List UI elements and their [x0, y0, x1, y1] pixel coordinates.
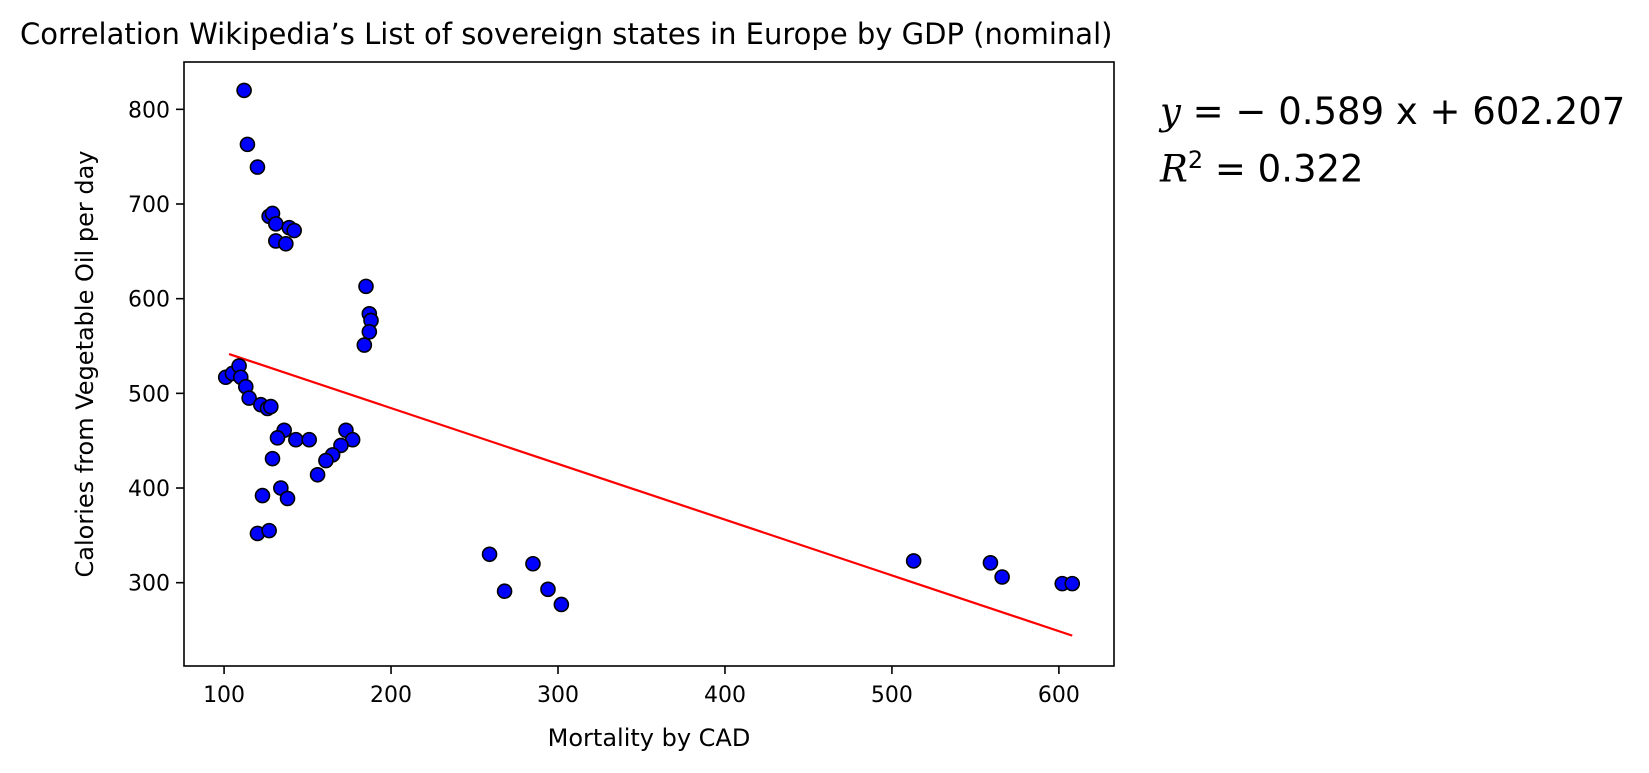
data-point: [268, 216, 284, 232]
data-point: [269, 430, 286, 446]
y-tick-label: 500: [128, 382, 170, 407]
data-point: [249, 159, 266, 175]
data-point: [241, 390, 257, 406]
data-point: [540, 581, 556, 598]
data-point: [318, 452, 334, 469]
data-point: [361, 324, 378, 340]
data-point: [236, 82, 252, 99]
regression-line: [228, 352, 1073, 637]
plot-area-frame: [183, 61, 1115, 667]
data-point: [553, 596, 570, 613]
regression-annotation: y = − 0.589 x + 602.207 R2 = 0.322: [1160, 88, 1625, 193]
y-tick-label: 300: [128, 572, 170, 597]
x-tick-label: 600: [1038, 683, 1080, 708]
data-point: [309, 466, 326, 483]
x-tick-label: 400: [704, 683, 746, 708]
data-point: [496, 583, 513, 600]
y-tick-label: 600: [128, 288, 170, 313]
y-axis-label: Calories from Vegetable Oil per day: [71, 151, 99, 578]
data-point: [905, 553, 922, 569]
data-point: [481, 546, 498, 563]
x-tick-label: 300: [537, 683, 579, 708]
data-point: [263, 398, 279, 415]
data-point: [982, 555, 999, 571]
x-tick-label: 200: [370, 683, 412, 708]
data-point: [254, 487, 271, 504]
equation-lhs: y: [1160, 90, 1181, 133]
axis-ticks: 100 200 300 400 500 600 300 400 500 600 700 800: [128, 98, 1080, 708]
data-point: [994, 569, 1010, 585]
data-point: [278, 235, 294, 252]
chart-title: Correlation Wikipedia’s List of sovereig…: [20, 17, 1112, 51]
data-point: [288, 431, 304, 448]
y-tick-label: 800: [128, 98, 170, 123]
regression-line-group: [228, 352, 1073, 637]
data-point: [358, 278, 374, 295]
data-point: [525, 555, 541, 572]
r2-rhs: = 0.322: [1214, 147, 1364, 191]
data-point: [261, 522, 277, 539]
y-tick-label: 700: [128, 193, 170, 218]
regression-equation: y = − 0.589 x + 602.207: [1160, 88, 1625, 136]
data-point: [264, 450, 281, 467]
data-point: [239, 136, 256, 153]
y-tick-label: 400: [128, 477, 170, 502]
data-point: [279, 490, 296, 507]
r-squared: R2 = 0.322: [1160, 146, 1364, 191]
data-point: [1064, 575, 1081, 592]
x-axis-label: Mortality by CAD: [548, 724, 751, 752]
data-point: [301, 431, 318, 448]
x-tick-label: 100: [203, 683, 245, 708]
data-point: [356, 337, 373, 353]
r2-lhs: R: [1160, 147, 1188, 191]
equation-rhs: = − 0.589 x + 602.207: [1192, 90, 1626, 133]
data-point: [286, 222, 302, 239]
data-points: [217, 82, 1081, 613]
x-tick-label: 500: [871, 683, 913, 708]
